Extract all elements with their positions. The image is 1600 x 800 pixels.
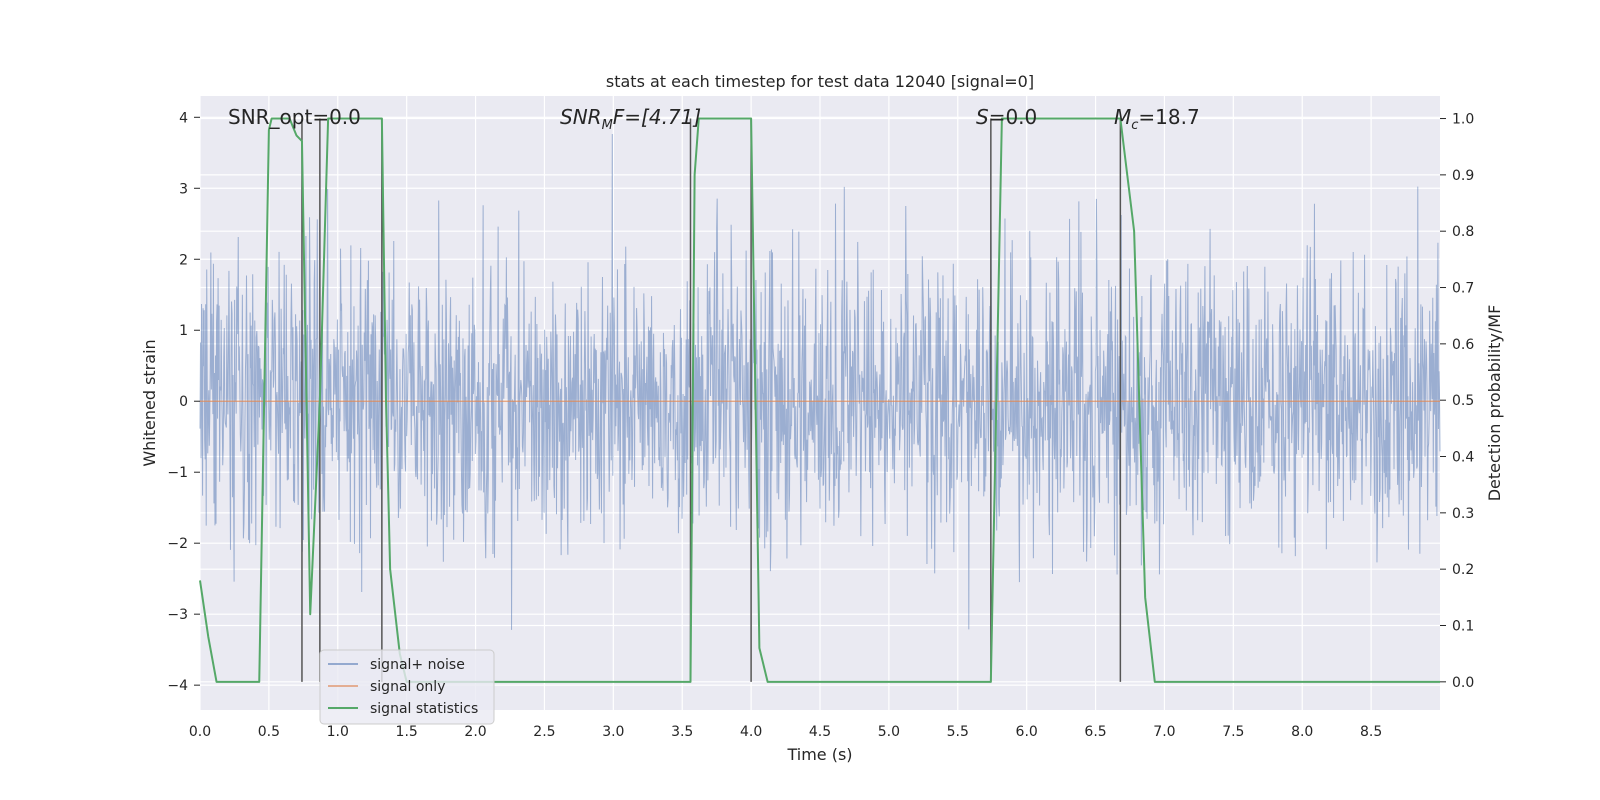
mc-sym: M [1114,105,1131,129]
y-tick-label-right: 0.1 [1452,619,1474,635]
y-axis-label-right: Detection probability/MF [1485,305,1504,502]
legend-label-statistics: signal statistics [370,701,478,717]
x-axis-label: Time (s) [786,745,852,764]
chart-title: stats at each timestep for test data 120… [606,72,1034,91]
snr-mf-rest: F=[4.71] [613,105,701,129]
mc-rest: =18.7 [1138,105,1199,129]
x-tick-label: 5.0 [878,724,900,740]
x-tick-label: 0.0 [189,724,211,740]
x-tick-label: 8.5 [1360,724,1382,740]
y-tick-label-right: 0.6 [1452,337,1474,353]
y-axis-label-left: Whitened strain [140,339,159,466]
y-tick-label-right: 0.3 [1452,506,1474,522]
x-tick-label: 7.0 [1153,724,1175,740]
snr-mf-sub: M [602,118,613,133]
y-tick-label-left: 4 [179,110,188,126]
y-tick-label-left: 0 [179,394,188,410]
y-tick-label-left: 3 [179,181,188,197]
y-tick-label-right: 0.0 [1452,675,1474,691]
x-tick-label: 7.5 [1222,724,1244,740]
signal-noise-series [199,134,1441,630]
signal-noise-line [199,134,1441,630]
x-tick-label: 3.0 [602,724,624,740]
x-tick-label: 6.5 [1084,724,1106,740]
y-tick-label-right: 0.9 [1452,168,1474,184]
x-tick-label: 5.5 [947,724,969,740]
y-tick-label-right: 0.5 [1452,393,1474,409]
legend-box [319,649,495,725]
annotation-s: S=0.0 [976,105,1037,129]
y-tick-label-right: 0.7 [1452,281,1474,297]
legend-label-noise: signal+ noise [370,657,465,673]
x-tick-label: 2.5 [533,724,555,740]
x-tick-label: 4.5 [809,724,831,740]
x-tick-label: 1.5 [396,724,418,740]
x-tick-label: 1.0 [327,724,349,740]
annotation-snr-opt: SNR_opt=0.0 [228,105,361,129]
ticks: 0.0 0.5 1.0 1.5 2.0 2.5 3.0 3.5 4.0 4.5 5.0 5.5 6.0 6… [167,110,1474,740]
y-tick-label-right: 0.4 [1452,450,1474,466]
s-rest: =0.0 [989,105,1038,129]
x-tick-label: 2.0 [464,724,486,740]
y-tick-label-right: 0.2 [1452,562,1474,578]
snr-mf-base: SNR [560,105,602,129]
x-tick-label: 3.5 [671,724,693,740]
x-tick-label: 0.5 [258,724,280,740]
x-tick-label: 8.0 [1291,724,1313,740]
y-tick-label-left: −2 [167,536,188,552]
y-tick-label-left: −3 [167,607,188,623]
y-tick-label-left: −1 [167,465,188,481]
legend: signal+ noise signal only signal statist… [319,649,495,725]
mc-sub: c [1131,118,1138,133]
s-sym: S [976,105,989,129]
y-tick-label-left: 1 [179,323,188,339]
y-tick-label-right: 0.8 [1452,224,1474,240]
y-tick-label-left: −4 [167,678,188,694]
x-tick-label: 4.0 [740,724,762,740]
annotation-snr-mf: SNRMF=[4.71] [560,105,701,133]
x-tick-label: 6.0 [1016,724,1038,740]
annotation-mc: Mc=18.7 [1114,105,1200,133]
legend-label-signal-only: signal only [370,679,445,695]
y-tick-label-left: 2 [179,252,188,268]
y-tick-label-right: 1.0 [1452,112,1474,128]
